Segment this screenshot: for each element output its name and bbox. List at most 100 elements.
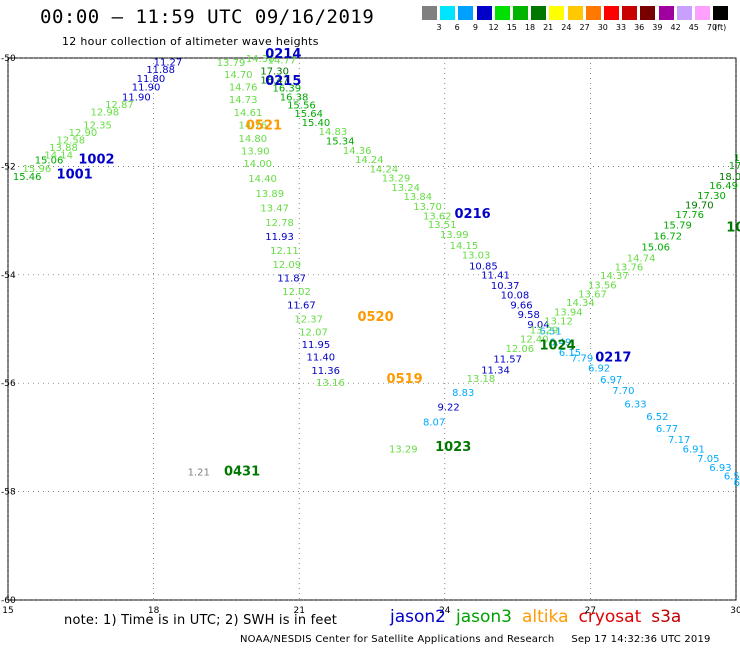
wave-height-point: 10.37 bbox=[491, 281, 520, 292]
wave-height-point: 13.18 bbox=[467, 374, 496, 385]
wave-height-point: 13.56 bbox=[588, 280, 617, 291]
wave-height-point: 12.11 bbox=[270, 246, 299, 257]
wave-height-point: 11.90 bbox=[132, 83, 161, 94]
pass-time-label: 1001 bbox=[57, 167, 93, 182]
wave-height-point: 15.06 bbox=[641, 242, 670, 253]
wave-height-point: 7.79 bbox=[571, 354, 593, 365]
wave-height-point: 15.40 bbox=[302, 118, 331, 129]
wave-height-point: 13.12 bbox=[544, 317, 573, 328]
wave-height-point: 12.87 bbox=[105, 100, 134, 111]
wave-height-point: 13.88 bbox=[49, 143, 78, 154]
mission-legend: jason2 jason3 altika cryosat s3a bbox=[390, 607, 691, 627]
wave-height-point: 12.58 bbox=[57, 136, 86, 147]
wave-height-point: 16.38 bbox=[280, 92, 309, 103]
wave-height-point: 12.02 bbox=[282, 287, 311, 298]
wave-height-point: 14.14 bbox=[44, 150, 73, 161]
wave-height-point: 14.61 bbox=[234, 108, 263, 119]
page-title: 00:00 – 11:59 UTC 09/16/2019 bbox=[40, 6, 375, 28]
y-tick-label: -58 bbox=[1, 488, 16, 498]
wave-height-point: 13.99 bbox=[440, 230, 469, 241]
color-scale-swatch bbox=[695, 6, 710, 20]
wave-height-point: 6.52 bbox=[646, 412, 668, 423]
wave-height-point: 6.33 bbox=[624, 400, 646, 411]
pass-time-label: 0521 bbox=[246, 119, 282, 134]
wave-height-point: 15.79 bbox=[663, 221, 692, 232]
wave-height-point: 13.51 bbox=[428, 220, 457, 231]
wave-height-point: 19.70 bbox=[685, 201, 714, 212]
wave-height-point: 13.29 bbox=[382, 174, 411, 185]
wave-height-point: 9.22 bbox=[438, 402, 460, 413]
wave-height-point: 13.70 bbox=[413, 202, 442, 213]
wave-height-point: 13.03 bbox=[462, 251, 491, 262]
pass-time-label: 0215 bbox=[265, 74, 301, 89]
wave-height-point: 14.76 bbox=[229, 83, 258, 94]
wave-height-point: 15.46 bbox=[13, 172, 42, 183]
wave-height-point: 12.09 bbox=[273, 260, 302, 271]
wave-height-point: 11.27 bbox=[154, 58, 183, 69]
wave-height-point: 11.36 bbox=[311, 366, 340, 377]
wave-height-point: 14.70 bbox=[224, 70, 253, 81]
color-scale-label: 33 bbox=[615, 23, 627, 32]
wave-height-point: 17 bbox=[729, 161, 740, 172]
pass-time-label: 0214 bbox=[265, 47, 301, 62]
wave-height-point: 11.93 bbox=[265, 232, 294, 243]
wave-height-point: 11.90 bbox=[122, 92, 151, 103]
color-scale-swatch bbox=[513, 6, 528, 20]
wave-height-point: 6.77 bbox=[656, 424, 678, 435]
x-tick-label: 30 bbox=[730, 606, 740, 616]
wave-height-point: 12.37 bbox=[294, 314, 323, 325]
pass-time-label: 1025 bbox=[726, 220, 740, 235]
wave-height-point: 15.34 bbox=[326, 137, 355, 148]
wave-height-point: 16.47 bbox=[260, 75, 289, 86]
y-tick-label: -54 bbox=[1, 271, 16, 281]
color-scale-label: 30 bbox=[597, 23, 608, 32]
wave-height-point: 14.24 bbox=[355, 155, 384, 166]
wave-height-point: 7.17 bbox=[668, 435, 690, 446]
mission-label-altika: altika bbox=[522, 607, 569, 627]
wave-height-point: 6.93 bbox=[709, 463, 731, 474]
wave-height-point: 14.34 bbox=[566, 298, 595, 309]
y-tick-label: -60 bbox=[1, 596, 16, 606]
wave-height-point: 12.78 bbox=[265, 218, 294, 229]
color-scale-label: 21 bbox=[543, 23, 554, 32]
wave-height-point: 13.84 bbox=[404, 192, 433, 203]
wave-height-point: 12.07 bbox=[299, 328, 328, 339]
y-tick-label: -52 bbox=[1, 162, 16, 172]
wave-height-point: 17.76 bbox=[675, 210, 704, 221]
color-scale-label: 24 bbox=[561, 23, 572, 32]
wave-height-point: 14.77 bbox=[268, 55, 297, 66]
color-scale-swatch bbox=[458, 6, 474, 20]
y-tick-label: -56 bbox=[1, 379, 16, 389]
wave-height-point: 16.49 bbox=[709, 181, 738, 192]
pass-time-label: 0520 bbox=[357, 310, 393, 325]
plot-frame bbox=[7, 57, 737, 601]
wave-height-point: 12.06 bbox=[505, 344, 534, 355]
wave-height-point: 15.64 bbox=[294, 109, 323, 120]
wave-height-point: 1.21 bbox=[188, 467, 210, 478]
color-scale-swatch bbox=[531, 6, 547, 20]
pass-time-label: 0519 bbox=[387, 372, 423, 387]
page-subtitle: 12 hour collection of altimeter wave hei… bbox=[62, 35, 319, 48]
wave-height-point: 6 bbox=[734, 478, 740, 489]
wave-height-point: 12.90 bbox=[69, 128, 98, 139]
color-scale-label: 45 bbox=[688, 23, 699, 32]
wave-height-point: 14.40 bbox=[248, 174, 277, 185]
wave-height-point: 14.74 bbox=[627, 253, 656, 264]
color-scale-swatch bbox=[494, 6, 510, 20]
wave-height-point: 11.67 bbox=[287, 300, 316, 311]
pass-time-label: 1023 bbox=[435, 440, 471, 455]
color-scale-unit: (ft) bbox=[714, 23, 727, 32]
color-scale-swatch bbox=[640, 6, 656, 20]
mission-label-jason3: jason3 bbox=[456, 607, 512, 627]
wave-height-point: 13.24 bbox=[391, 183, 420, 194]
wave-height-point: 15.56 bbox=[287, 100, 316, 111]
x-tick-label: 18 bbox=[148, 606, 160, 616]
wave-height-point: 11.41 bbox=[481, 271, 510, 282]
color-scale-swatch bbox=[604, 6, 619, 20]
wave-height-point: 6.15 bbox=[559, 348, 581, 359]
wave-height-point: 13.47 bbox=[260, 203, 289, 214]
wave-height-point: 12.40 bbox=[520, 335, 549, 346]
wave-height-point: 6.91 bbox=[683, 445, 705, 456]
wave-height-point: 9.04 bbox=[527, 320, 549, 331]
wave-height-point: 9.58 bbox=[518, 310, 540, 321]
